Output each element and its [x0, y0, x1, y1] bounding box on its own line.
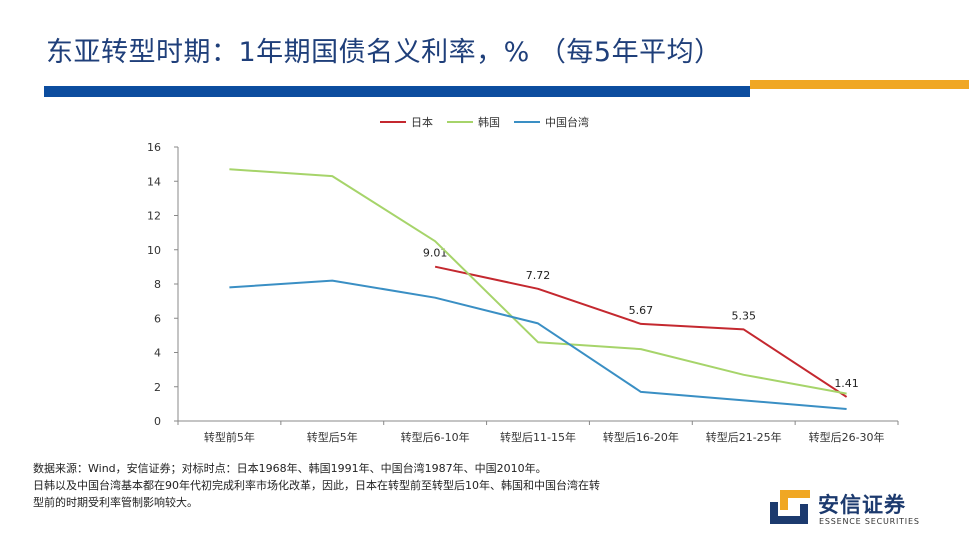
series-line	[229, 279, 847, 410]
data-label: 9.01	[423, 247, 448, 260]
legend-swatch	[447, 121, 473, 123]
essence-logo-icon	[770, 490, 810, 524]
legend-item: 韩国	[447, 114, 500, 130]
y-tick-label: 4	[154, 347, 161, 360]
brand-name: 安信证券	[818, 493, 906, 517]
line-chart: 0 2 4 6 8 10 12 14 16 转型前5年 转型后5年 转型后6-10年 转型后11-15年…	[147, 141, 899, 444]
series-line	[434, 265, 848, 398]
footnote-line: 日韩以及中国台湾基本都在90年代初完成利率市场化改革，因此，日本在转型前至转型后…	[33, 479, 600, 492]
y-tick-label: 10	[147, 244, 161, 257]
source-note-line: 数据来源：Wind，安信证券；对标时点：日本1968年、韩国1991年、中国台湾…	[33, 462, 547, 475]
x-tick-label: 转型后5年	[307, 430, 358, 444]
data-label: 5.35	[731, 309, 756, 322]
legend-label: 日本	[411, 116, 433, 129]
brand-subtitle: ESSENCE SECURITIES	[819, 517, 920, 526]
y-tick-label: 6	[154, 312, 161, 325]
series-line	[229, 168, 847, 395]
legend-item: 日本	[380, 114, 433, 130]
x-tick-label: 转型后21-25年	[706, 430, 782, 444]
legend-swatch	[514, 121, 540, 123]
legend-swatch	[380, 121, 406, 123]
title-rule-gold	[750, 80, 969, 89]
data-label: 5.67	[629, 304, 654, 317]
data-label: 1.41	[834, 377, 859, 390]
title-rule-blue	[44, 86, 750, 97]
x-tick-label: 转型前5年	[204, 430, 255, 444]
y-tick-label: 0	[154, 415, 161, 428]
x-tick-label: 转型后26-30年	[809, 430, 885, 444]
chart-legend: 日本 韩国 中国台湾	[380, 114, 603, 130]
legend-label: 中国台湾	[545, 116, 589, 129]
x-tick-label: 转型后11-15年	[500, 430, 576, 444]
x-tick-label: 转型后6-10年	[401, 430, 470, 444]
source-notes: 数据来源：Wind，安信证券；对标时点：日本1968年、韩国1991年、中国台湾…	[33, 460, 753, 511]
footnote-line: 型前的时期受利率管制影响较大。	[33, 496, 198, 509]
y-tick-label: 12	[147, 210, 161, 223]
legend-label: 韩国	[478, 116, 500, 129]
y-tick-label: 16	[147, 141, 161, 154]
legend-item: 中国台湾	[514, 114, 589, 130]
slide-title: 东亚转型时期：1年期国债名义利率，% （每5年平均）	[46, 37, 722, 68]
brand-logo: 安信证券 ESSENCE SECURITIES	[770, 486, 960, 530]
x-tick-label: 转型后16-20年	[603, 430, 679, 444]
y-tick-label: 8	[154, 278, 161, 291]
y-tick-label: 2	[154, 381, 161, 394]
data-label: 7.72	[526, 269, 551, 282]
y-tick-label: 14	[147, 175, 161, 188]
